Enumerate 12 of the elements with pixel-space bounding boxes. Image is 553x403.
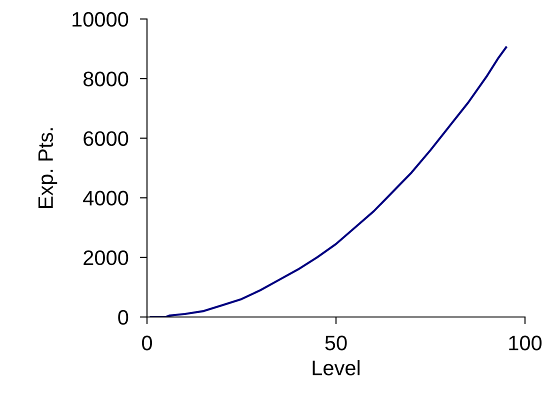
line-series	[150, 46, 508, 317]
x-axis-title: Level	[312, 360, 360, 376]
y-tick-label: 0	[118, 310, 128, 325]
y-tick-label: 4000	[83, 190, 128, 206]
y-tick-label: 8000	[84, 72, 128, 86]
y-tick-label: 2000	[84, 250, 128, 266]
y-axis-title: Exp. Pts.	[38, 128, 58, 208]
y-tick-label: 10000	[72, 12, 128, 27]
x-tick-label: 100	[509, 336, 542, 350]
y-tick-label: 6000	[84, 131, 128, 146]
x-tick-label: 50	[325, 336, 347, 350]
x-tick-label: 0	[142, 336, 152, 350]
